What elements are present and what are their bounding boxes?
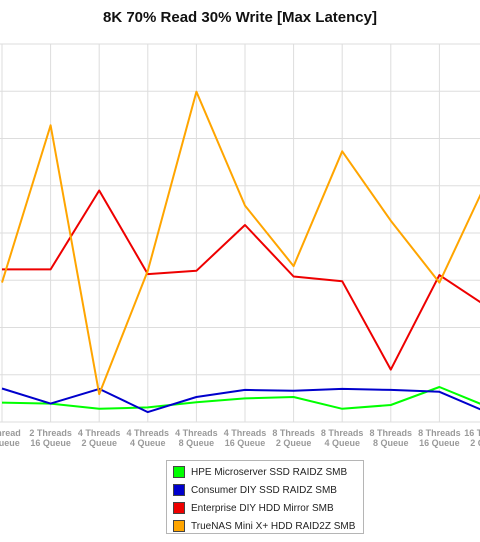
x-tick-label: 1 Thread1 Queue [0,428,21,448]
legend-label: Consumer DIY SSD RAIDZ SMB [191,484,337,496]
x-tick-label: 4 Threads 16 Queue [224,428,267,448]
x-tick-label: 8 Threads 8 Queue [370,428,413,448]
chart-grid [0,43,480,423]
x-tick-label: 8 Threads 4 Queue [321,428,364,448]
legend-item: Enterprise DIY HDD Mirror SMB [173,501,334,515]
chart-series [1,90,480,414]
legend-swatch [173,520,185,532]
x-tick-label: 4 Threads 2 Queue [78,428,121,448]
series-line [1,386,480,410]
series-line [2,189,480,371]
series-line [1,90,480,396]
legend-item: HPE Microserver SSD RAIDZ SMB [173,465,347,479]
legend-swatch [173,484,185,496]
x-tick-label: 4 Threads 8 Queue [175,428,218,448]
x-tick-label: 4 Threads 4 Queue [127,428,170,448]
legend-item: Consumer DIY SSD RAIDZ SMB [173,483,337,497]
chart-title: 8K 70% Read 30% Write [Max Latency] [103,9,377,26]
legend-label: HPE Microserver SSD RAIDZ SMB [191,466,348,478]
legend: HPE Microserver SSD RAIDZ SMB Consumer D… [166,460,364,534]
legend-swatch [173,466,185,478]
legend-item: TrueNAS Mini X+ HDD RAID2Z SMB [173,519,355,533]
x-tick-label: 2 Threads 16 Queue [29,428,72,448]
legend-label: TrueNAS Mini X+ HDD RAID2Z SMB [191,520,356,532]
x-tick-label: 8 Threads 2 Queue [272,428,315,448]
series-line [1,387,480,414]
legend-swatch [173,502,185,514]
x-tick-label: 8 Threads 16 Queue [418,428,461,448]
legend-label: Enterprise DIY HDD Mirror SMB [191,502,334,514]
